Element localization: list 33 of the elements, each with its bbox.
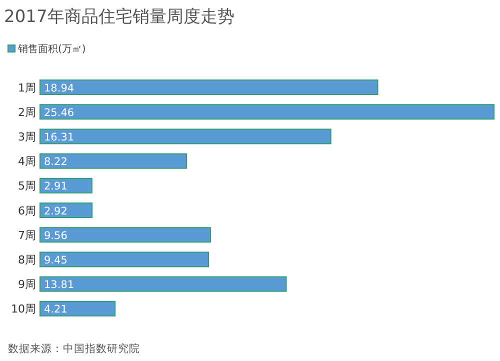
bar — [40, 153, 188, 169]
y-tick-label: 5周 — [18, 180, 36, 193]
data-label: 2.92 — [44, 205, 68, 218]
data-label: 25.46 — [44, 106, 74, 119]
y-tick-label: 1周 — [18, 81, 36, 94]
source-note: 数据来源：中国指数研究院 — [8, 342, 140, 355]
bar — [40, 252, 210, 268]
y-tick-label: 9周 — [18, 278, 36, 292]
bar — [40, 104, 494, 120]
bar — [40, 178, 92, 194]
y-tick-label: 7周 — [18, 228, 36, 242]
bar — [40, 80, 378, 95]
data-label: 13.81 — [44, 279, 74, 292]
y-tick-label: 6周 — [18, 204, 36, 218]
y-tick-label: 4周 — [18, 155, 36, 168]
data-label: 16.31 — [44, 131, 74, 144]
data-label: 8.22 — [44, 156, 68, 168]
y-tick-label: 8周 — [18, 253, 36, 266]
bar — [40, 276, 287, 292]
data-label: 9.45 — [44, 254, 68, 266]
data-label: 4.21 — [44, 304, 68, 316]
y-tick-label: 3周 — [18, 130, 36, 144]
bar — [40, 202, 93, 218]
bar — [40, 128, 332, 144]
legend-label: 销售面积(万㎡) — [17, 43, 86, 55]
bar — [40, 300, 116, 316]
chart-title: 2017年商品住宅销量周度走势 — [4, 7, 234, 27]
y-tick-label: 10周 — [11, 302, 36, 316]
y-tick-label: 2周 — [18, 106, 36, 119]
data-label: 2.91 — [44, 180, 68, 193]
bar — [40, 227, 211, 243]
data-label: 9.56 — [44, 230, 68, 242]
data-label: 18.94 — [44, 82, 74, 94]
